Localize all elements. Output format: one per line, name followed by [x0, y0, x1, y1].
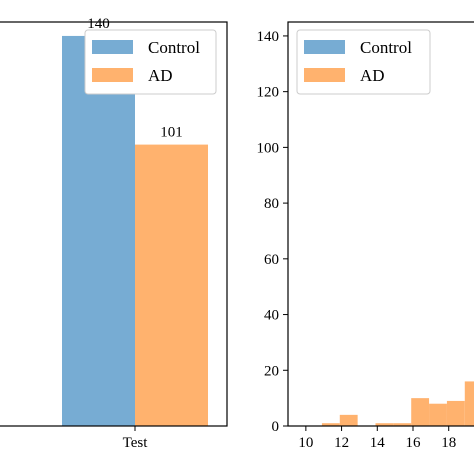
y-tick-label-0: 0 [272, 419, 280, 435]
x-tick-label-18: 18 [441, 435, 456, 451]
histogram-bin-ad-7 [446, 400, 465, 426]
x-tick-label-16: 16 [406, 435, 422, 451]
legend-label-ad: AD [148, 66, 173, 85]
histogram-legend: Control AD [296, 29, 431, 95]
bar-chart-axes-frame [0, 21, 228, 427]
legend-swatch-control [92, 40, 133, 54]
legend-swatch-ad [92, 68, 133, 82]
legend-label-ad: AD [360, 66, 385, 85]
y-tick-label-40: 40 [264, 308, 279, 324]
bar-ad [135, 144, 208, 426]
histogram-bin-ad-3 [375, 423, 394, 426]
x-tick-label-12: 12 [334, 435, 349, 451]
data-label-control: 140 [87, 16, 110, 32]
y-tick-label-100: 100 [257, 140, 280, 156]
histogram-panel: 0 20 40 60 80 100 120 140 10 12 14 16 18 Control AD [257, 21, 474, 451]
x-tick-label-14: 14 [370, 435, 386, 451]
histogram-x-ticks: 10 12 14 16 18 [298, 426, 456, 451]
data-label-ad: 101 [160, 125, 183, 141]
histogram-bin-ad-5 [411, 398, 430, 426]
legend-label-control: Control [360, 38, 412, 57]
y-tick-label-20: 20 [264, 363, 279, 379]
bar-chart-panel: 140 101 Test Control AD [0, 16, 228, 451]
histogram-axes-frame [287, 21, 474, 427]
y-tick-label-120: 120 [257, 85, 280, 101]
bar-control [62, 35, 135, 427]
bar-chart-bars [62, 35, 208, 427]
histogram-bin-ad-4 [393, 423, 412, 426]
histogram-bin-ad-0 [321, 423, 340, 426]
y-tick-label-80: 80 [264, 196, 279, 212]
bar-chart-legend: Control AD [84, 29, 217, 95]
y-tick-label-140: 140 [257, 29, 280, 45]
histogram-bars [321, 381, 474, 426]
histogram-bin-ad-6 [429, 403, 447, 426]
legend-label-control: Control [148, 38, 200, 57]
histogram-bin-ad-8 [464, 381, 474, 426]
bar-chart-x-ticks: Test [123, 426, 149, 451]
y-tick-label-60: 60 [264, 252, 279, 268]
legend-swatch-ad [304, 68, 345, 82]
bar-chart-data-labels: 140 101 [87, 16, 183, 141]
histogram-y-ticks: 0 20 40 60 80 100 120 140 [257, 29, 288, 435]
x-tick-label-test: Test [123, 435, 149, 451]
histogram-bin-ad-1 [339, 414, 358, 426]
legend-swatch-control [304, 40, 345, 54]
x-tick-label-10: 10 [298, 435, 313, 451]
